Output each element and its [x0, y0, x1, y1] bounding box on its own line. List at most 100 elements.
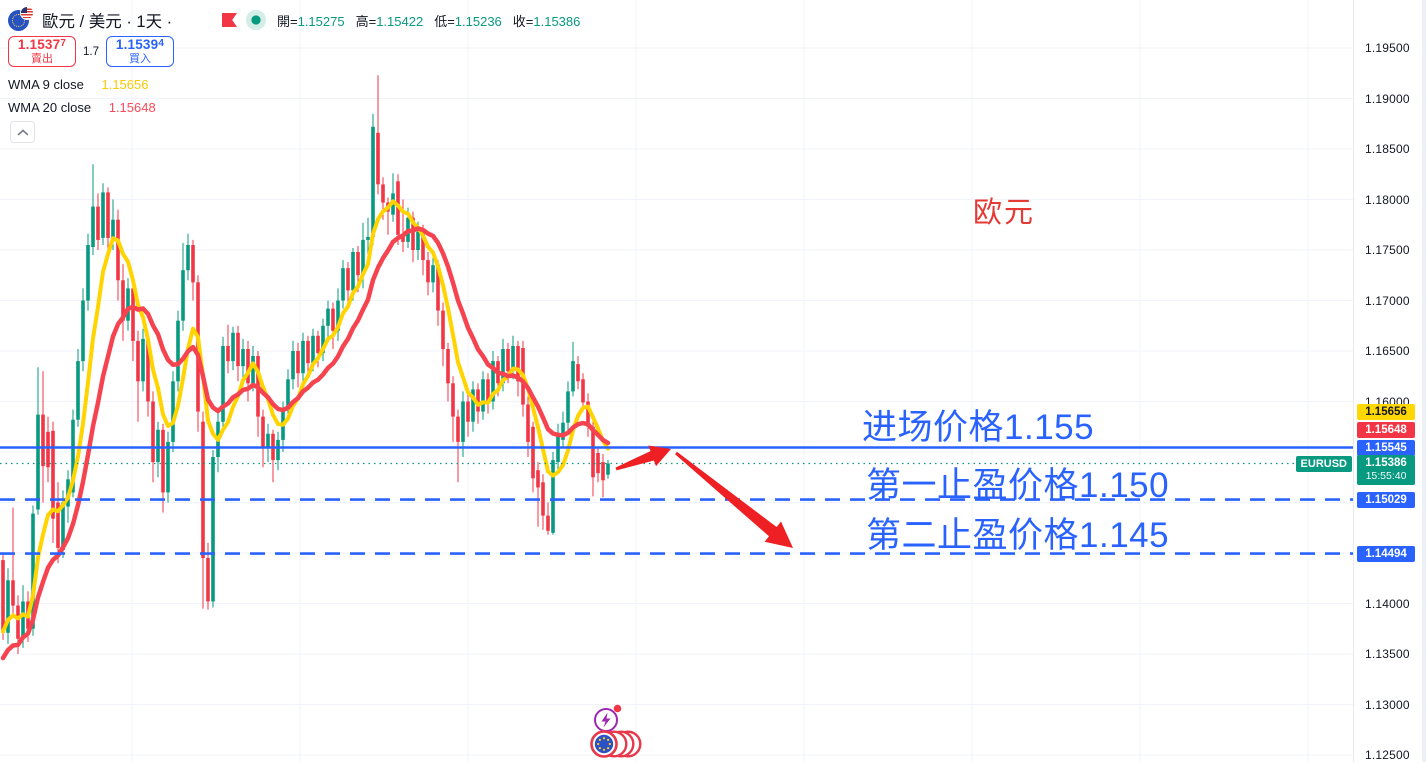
candle-body	[361, 239, 365, 276]
candle-body	[371, 126, 375, 237]
price-axis-tick: 1.17500	[1365, 243, 1410, 257]
candle-body	[606, 463, 610, 475]
candle-body	[506, 349, 510, 372]
candle-body	[476, 389, 480, 412]
candle-body	[156, 429, 160, 463]
candle-body	[261, 416, 265, 447]
candle-body	[171, 381, 175, 442]
candle-body	[516, 346, 520, 382]
candle-body	[571, 361, 575, 392]
candle-body	[491, 361, 495, 402]
candle-body	[551, 460, 555, 533]
candle-body	[91, 206, 95, 247]
candle-body	[411, 217, 415, 250]
candle-body	[546, 515, 550, 531]
candle-body	[421, 231, 425, 261]
indicator-legend-wma9[interactable]: WMA 9 close 1.15656	[8, 77, 149, 92]
candle-body	[1, 560, 5, 633]
candle-body	[341, 268, 345, 301]
candle-body	[586, 401, 590, 427]
candle-body	[531, 426, 535, 479]
candle-body	[441, 310, 445, 349]
candle-body	[51, 430, 55, 519]
price-axis-badge: 1.14494	[1357, 546, 1415, 562]
eurusd-pair-logo-icon	[8, 7, 34, 32]
candle-body	[356, 252, 360, 276]
candle-body	[401, 234, 405, 242]
price-axis-tick: 1.13000	[1365, 697, 1410, 712]
trade-buttons-row: 1.15377 賣出 1.7 1.15394 買入	[8, 36, 174, 67]
price-axis-tick: 1.19500	[1365, 41, 1410, 55]
candle-body	[6, 580, 10, 633]
candle-body	[276, 439, 280, 461]
candle-body	[291, 351, 295, 380]
candle-body	[416, 231, 420, 250]
symbol-title[interactable]: 歐元 / 美元 · 1天 ·	[42, 12, 173, 31]
ohlc-low: 低=1.15236	[434, 13, 502, 29]
price-chart-canvas[interactable]	[0, 0, 1353, 762]
candle-body	[436, 265, 440, 311]
candle-body	[61, 502, 65, 550]
annotation-take-profit-2: 第二止盈价格1.145	[866, 516, 1170, 555]
price-axis-badge: 1.15656	[1357, 404, 1415, 420]
candle-body	[301, 340, 305, 374]
candle-body	[511, 346, 515, 372]
price-axis-tick: 1.13500	[1365, 647, 1410, 661]
indicator-legend-wma20[interactable]: WMA 20 close 1.15648	[8, 100, 156, 115]
candle-body	[96, 206, 100, 240]
sell-button[interactable]: 1.15377 賣出	[8, 36, 76, 67]
candle-body	[266, 433, 270, 447]
collapse-legend-button[interactable]	[10, 121, 35, 143]
candle-body	[536, 470, 540, 488]
candle-body	[111, 219, 115, 238]
candle-body	[116, 219, 120, 281]
candle-body	[241, 349, 245, 367]
candle-body	[331, 308, 335, 331]
spread-value: 1.7	[83, 45, 99, 58]
trend-arrow	[675, 451, 793, 548]
price-axis-tick: 1.18500	[1365, 142, 1410, 156]
candle-body	[76, 361, 80, 420]
price-axis[interactable]: 1.19500 1.19000 1.18500 1.18000 1.17500 1.170…	[1353, 0, 1423, 762]
candle-body	[226, 346, 230, 362]
window-edge	[1422, 0, 1426, 762]
candle-body	[306, 340, 310, 364]
ohlc-close: 收=1.15386	[512, 13, 581, 29]
ohlc-open: 開=1.15275	[277, 13, 345, 29]
price-axis-badge: 1.15648	[1357, 422, 1415, 438]
candle-body	[231, 332, 235, 362]
candle-body	[431, 265, 435, 283]
candle-body	[481, 379, 485, 412]
price-axis-badge: 1.15029	[1357, 492, 1415, 508]
candle-body	[591, 426, 595, 478]
symbol-price-tag: EURUSD	[1295, 456, 1352, 472]
annotation-entry-price: 进场价格1.155	[862, 408, 1095, 447]
candle-body	[456, 416, 460, 442]
candle-body	[581, 379, 585, 403]
symbol-title-row: 歐元 / 美元 · 1天 ·	[8, 7, 172, 32]
candle-body	[211, 457, 215, 602]
candle-body	[86, 245, 90, 301]
price-axis-badge: 1.15545	[1357, 440, 1415, 456]
candle-body	[11, 580, 15, 606]
price-axis-badge: 1.15386 15:55:40	[1357, 455, 1415, 485]
candle-body	[541, 482, 545, 516]
price-axis-tick: 1.17000	[1365, 293, 1410, 308]
candle-body	[246, 349, 250, 384]
candle-body	[326, 308, 330, 326]
candle-body	[576, 364, 580, 382]
candle-body	[236, 332, 240, 367]
candle-body	[321, 325, 325, 354]
candle-body	[316, 335, 320, 353]
candle-body	[41, 414, 45, 467]
buy-button[interactable]: 1.15394 買入	[106, 36, 174, 67]
candle-body	[136, 340, 140, 382]
candle-body	[596, 453, 600, 474]
ohlc-legend: 開=1.15275 高=1.15422 低=1.15236 收=1.15386	[222, 10, 580, 30]
candle-body	[426, 260, 430, 283]
candle-body	[376, 132, 380, 185]
annotation-euro-label: 欧元	[973, 197, 1036, 229]
eu-coin-stack-icon	[588, 729, 644, 764]
candle-body	[181, 270, 185, 321]
candle-body	[471, 389, 475, 422]
